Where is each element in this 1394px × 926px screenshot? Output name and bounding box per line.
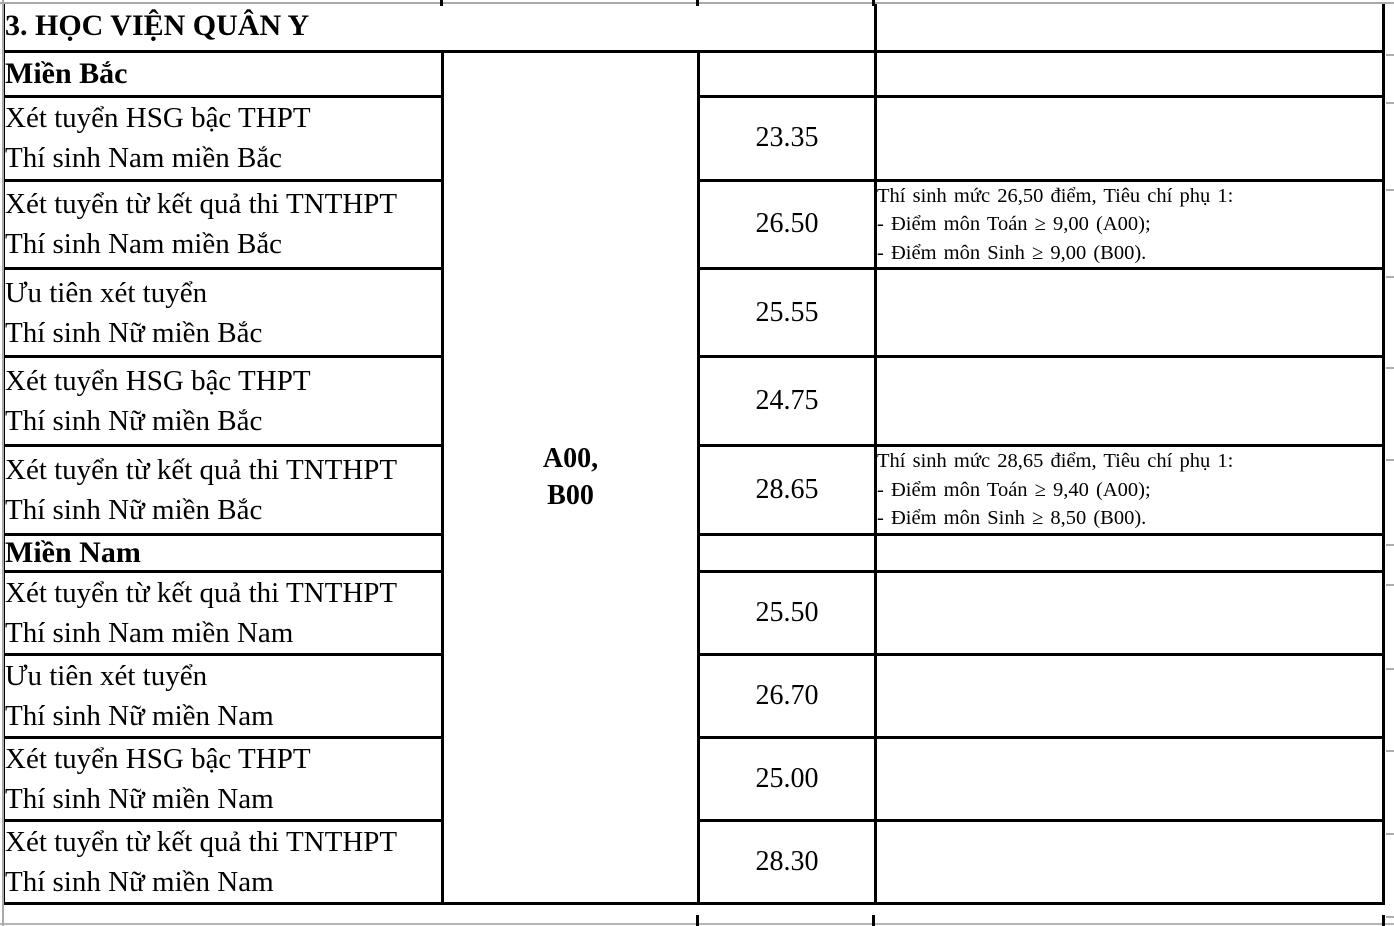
note-cell xyxy=(874,267,1386,358)
grid-line-stub xyxy=(1386,189,1394,191)
table-row: Xét tuyển HSG bậc THPT Thí sinh Nữ miền … xyxy=(2,735,1386,822)
method-label: Xét tuyển HSG bậc THPT Thí sinh Nữ miền … xyxy=(2,355,444,447)
note-cell-empty xyxy=(874,532,1386,573)
table-row: Xét tuyển từ kết quả thi TNTHPT Thí sinh… xyxy=(2,818,1386,905)
grid-line-stub xyxy=(1386,916,1394,918)
grid-line-stub xyxy=(872,0,875,6)
score-value: 25.00 xyxy=(696,735,878,822)
grid-line-stub xyxy=(872,915,875,926)
table-row: Xét tuyển từ kết quả thi TNTHPT Thí sinh… xyxy=(2,178,1386,270)
note-cell xyxy=(874,818,1386,905)
score-cell-empty xyxy=(696,49,878,98)
score-value: 28.65 xyxy=(696,444,878,536)
score-value: 25.50 xyxy=(696,569,878,656)
note-cell-empty xyxy=(874,2,1386,53)
grid-line-stub xyxy=(1386,833,1394,835)
table-row: Xét tuyển từ kết quả thi TNTHPT Thí sinh… xyxy=(2,569,1386,656)
grid-line-stub xyxy=(1386,102,1394,104)
grid-line-stub xyxy=(696,915,699,926)
score-value: 28.30 xyxy=(696,818,878,905)
table-row: Miền Bắc A00, B00 xyxy=(2,49,1386,905)
note-cell-empty xyxy=(874,49,1386,98)
table-row: 3. HỌC VIỆN QUÂN Y xyxy=(1,2,1386,53)
table-row: Xét tuyển từ kết quả thi TNTHPT Thí sinh… xyxy=(2,444,1386,536)
method-label: Xét tuyển từ kết quả thi TNTHPT Thí sinh… xyxy=(2,818,444,905)
table-row: Ưu tiên xét tuyển Thí sinh Nữ miền Bắc 2… xyxy=(2,267,1386,358)
table-row: Miền Nam xyxy=(2,532,1386,573)
subject-combination-cell: A00, B00 xyxy=(441,49,700,905)
table-row: Xét tuyển HSG bậc THPT Thí sinh Nam miền… xyxy=(2,94,1386,182)
grid-line-stub xyxy=(1386,544,1394,546)
method-label: Ưu tiên xét tuyển Thí sinh Nữ miền Bắc xyxy=(2,267,444,358)
score-value: 24.75 xyxy=(696,355,878,447)
grid-line-stub xyxy=(1386,750,1394,752)
grid-line-stub xyxy=(440,0,443,6)
grid-line-stub xyxy=(696,0,699,6)
method-label: Xét tuyển từ kết quả thi TNTHPT Thí sinh… xyxy=(2,444,444,536)
method-label: Xét tuyển từ kết quả thi TNTHPT Thí sinh… xyxy=(2,178,444,270)
score-value: 26.50 xyxy=(696,178,878,270)
section-title: 3. HỌC VIỆN QUÂN Y xyxy=(1,2,878,53)
grid-line-stub xyxy=(1386,668,1394,670)
note-cell xyxy=(874,569,1386,656)
score-cell-empty xyxy=(696,532,878,573)
table-row: Ưu tiên xét tuyển Thí sinh Nữ miền Nam 2… xyxy=(2,652,1386,739)
table-edge-line-left xyxy=(2,0,4,926)
method-label: Xét tuyển HSG bậc THPT Thí sinh Nam miền… xyxy=(2,94,444,182)
grid-line-stub xyxy=(1386,367,1394,369)
admission-score-table: 3. HỌC VIỆN QUÂN Y Miền Bắc A00, B00 Xét… xyxy=(1,2,1386,905)
note-cell xyxy=(874,94,1386,182)
grid-line-stub xyxy=(1386,276,1394,278)
score-value: 25.55 xyxy=(696,267,878,358)
method-label: Xét tuyển từ kết quả thi TNTHPT Thí sinh… xyxy=(2,569,444,656)
region-header-north: Miền Bắc xyxy=(2,49,444,98)
grid-line-stub xyxy=(1386,459,1394,461)
note-cell xyxy=(874,652,1386,739)
note-cell xyxy=(874,355,1386,447)
note-cell: Thí sinh mức 28,65 điểm, Tiêu chí phụ 1:… xyxy=(874,444,1386,536)
note-cell: Thí sinh mức 26,50 điểm, Tiêu chí phụ 1:… xyxy=(874,178,1386,270)
note-cell xyxy=(874,735,1386,822)
grid-line-stub xyxy=(1382,915,1385,926)
grid-line-stub xyxy=(1386,2,1394,4)
score-value: 23.35 xyxy=(696,94,878,182)
region-header-south: Miền Nam xyxy=(2,532,444,573)
table-row: Xét tuyển HSG bậc THPT Thí sinh Nữ miền … xyxy=(2,355,1386,447)
method-label: Ưu tiên xét tuyển Thí sinh Nữ miền Nam xyxy=(2,652,444,739)
grid-line-stub xyxy=(1386,584,1394,586)
score-value: 26.70 xyxy=(696,652,878,739)
grid-line-stub xyxy=(1386,54,1394,56)
method-label: Xét tuyển HSG bậc THPT Thí sinh Nữ miền … xyxy=(2,735,444,822)
